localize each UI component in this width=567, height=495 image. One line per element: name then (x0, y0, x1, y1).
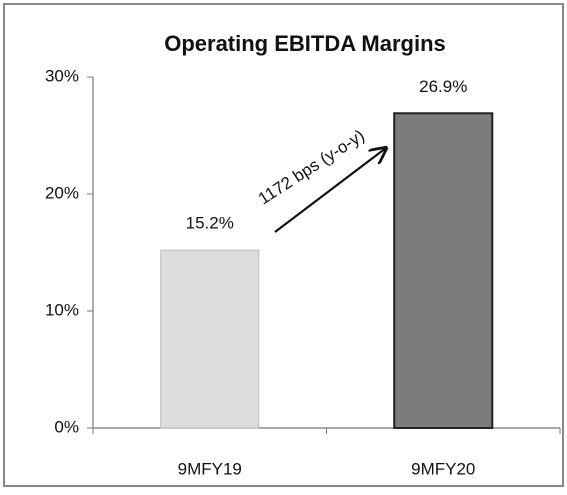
value-label: 26.9% (419, 77, 467, 96)
x-tick-label: 9MFY19 (178, 459, 242, 478)
y-tick-label: 20% (45, 183, 79, 202)
chart-title: Operating EBITDA Margins (164, 31, 446, 56)
y-tick-label: 10% (45, 300, 79, 319)
annotation-arrow (274, 148, 386, 233)
y-tick-label: 30% (45, 66, 79, 85)
bar (160, 249, 260, 429)
frame (3, 3, 564, 487)
annotation: 1172 bps (y-o-y) (255, 126, 368, 209)
value-label: 15.2% (186, 214, 234, 233)
bar (393, 112, 494, 430)
y-tick-label: 0% (54, 417, 79, 436)
x-tick-label: 9MFY20 (411, 459, 475, 478)
